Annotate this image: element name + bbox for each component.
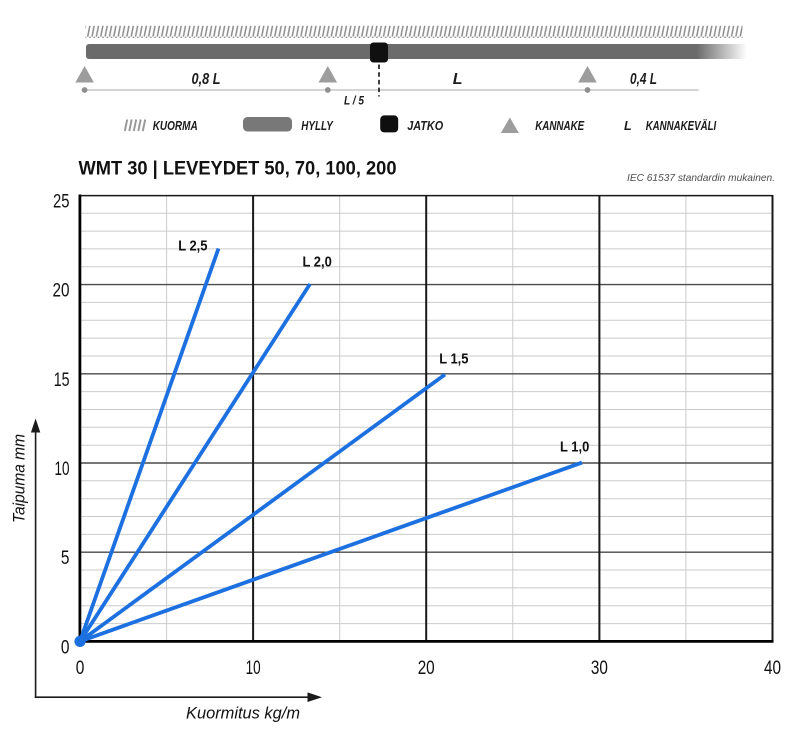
- svg-text:20: 20: [53, 280, 70, 302]
- svg-text:L 2,0: L 2,0: [303, 253, 332, 270]
- svg-text:KUORMA: KUORMA: [153, 119, 198, 133]
- svg-text:30: 30: [591, 657, 608, 679]
- svg-text:IEC 61537 standardin mukainen.: IEC 61537 standardin mukainen.: [627, 172, 775, 184]
- svg-text:10: 10: [246, 657, 261, 679]
- svg-text:20: 20: [418, 657, 435, 679]
- svg-text:0,8 L: 0,8 L: [192, 71, 221, 88]
- svg-text:Taipuma mm: Taipuma mm: [10, 434, 29, 523]
- svg-text:0: 0: [76, 657, 85, 679]
- svg-text:KANNAKEVÄLI: KANNAKEVÄLI: [646, 118, 717, 133]
- svg-text:15: 15: [54, 369, 70, 391]
- svg-text:Kuormitus kg/m: Kuormitus kg/m: [186, 704, 300, 723]
- svg-text:L 1,0: L 1,0: [560, 439, 589, 456]
- svg-text:25: 25: [53, 190, 70, 212]
- svg-text:L / 5: L / 5: [344, 94, 364, 108]
- svg-text:0,4 L: 0,4 L: [630, 71, 657, 88]
- svg-text:WMT 30 | LEVEYDET 50, 70, 100,: WMT 30 | LEVEYDET 50, 70, 100, 200: [79, 158, 397, 180]
- svg-text:L 1,5: L 1,5: [439, 351, 468, 368]
- svg-text:L 2,5: L 2,5: [178, 237, 207, 254]
- svg-text:KANNAKE: KANNAKE: [535, 119, 585, 133]
- svg-text:HYLLY: HYLLY: [301, 119, 334, 133]
- svg-text:JATKO: JATKO: [407, 119, 443, 133]
- svg-text:L: L: [624, 119, 632, 133]
- svg-text:5: 5: [61, 547, 70, 569]
- svg-text:10: 10: [55, 458, 70, 480]
- svg-text:0: 0: [61, 636, 70, 658]
- svg-text:L: L: [453, 71, 463, 88]
- svg-text:40: 40: [764, 657, 781, 679]
